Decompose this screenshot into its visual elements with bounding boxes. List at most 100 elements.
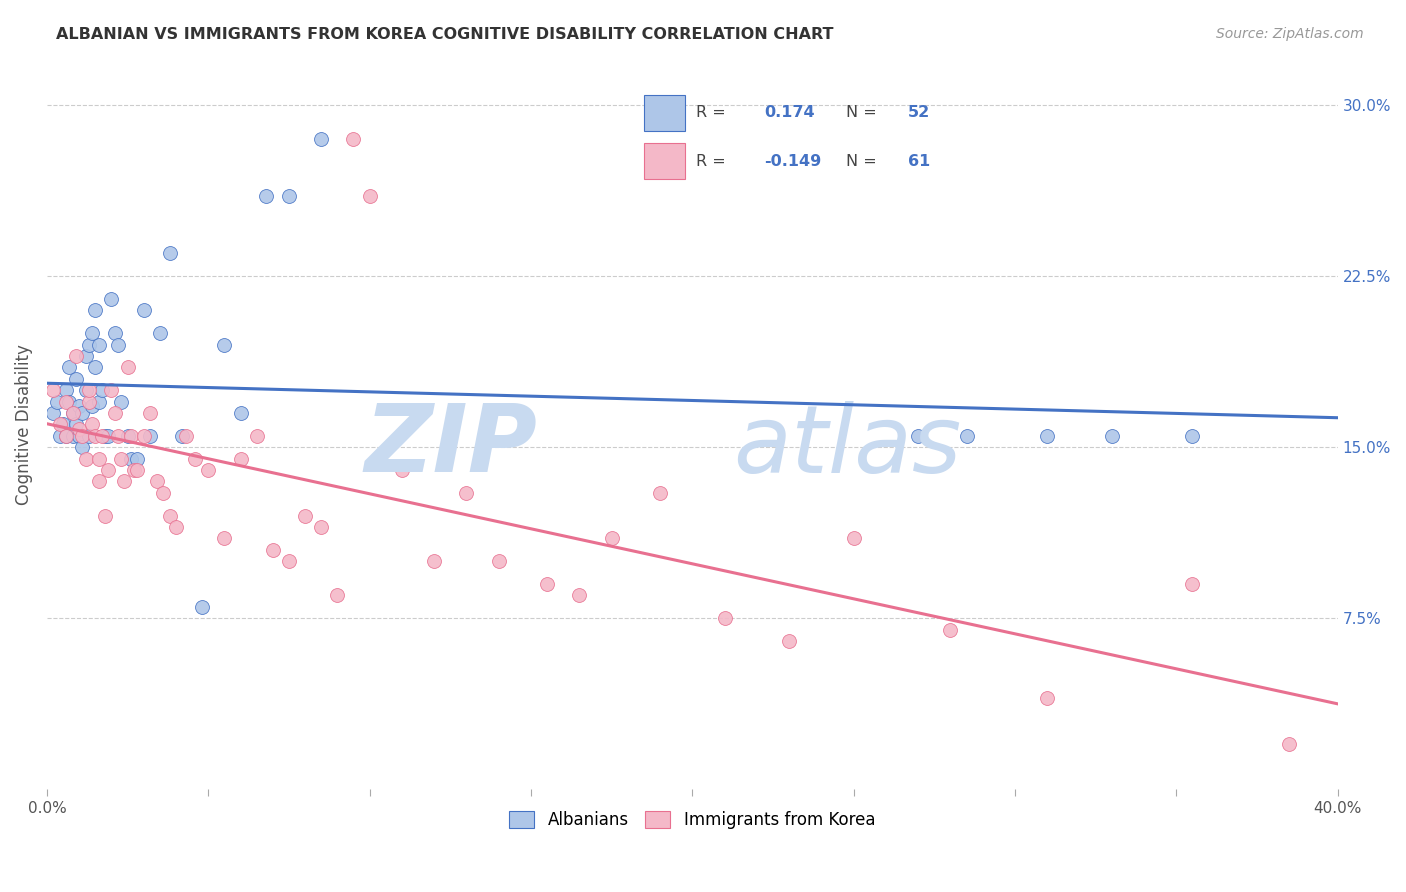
Point bbox=[65, 417, 87, 432]
Point bbox=[713, 611, 735, 625]
Point bbox=[955, 429, 977, 443]
Point bbox=[1278, 737, 1301, 751]
Point bbox=[52, 417, 75, 432]
Point bbox=[277, 189, 299, 203]
Point bbox=[87, 451, 110, 466]
Point bbox=[139, 429, 162, 443]
Point bbox=[309, 520, 332, 534]
Point bbox=[72, 406, 94, 420]
Point bbox=[80, 326, 103, 341]
Point bbox=[90, 429, 112, 443]
Point bbox=[62, 406, 84, 420]
Point bbox=[1036, 429, 1059, 443]
Point bbox=[72, 429, 94, 443]
Point bbox=[309, 132, 332, 146]
Point bbox=[49, 417, 72, 432]
Point bbox=[84, 429, 107, 443]
Text: Source: ZipAtlas.com: Source: ZipAtlas.com bbox=[1216, 27, 1364, 41]
Point bbox=[97, 429, 120, 443]
Point bbox=[67, 422, 90, 436]
Point bbox=[294, 508, 316, 523]
Point bbox=[165, 520, 187, 534]
Point bbox=[262, 542, 284, 557]
Text: ALBANIAN VS IMMIGRANTS FROM KOREA COGNITIVE DISABILITY CORRELATION CHART: ALBANIAN VS IMMIGRANTS FROM KOREA COGNIT… bbox=[56, 27, 834, 42]
Point bbox=[600, 532, 623, 546]
Point bbox=[536, 577, 558, 591]
Text: ZIP: ZIP bbox=[364, 401, 537, 492]
Point bbox=[110, 394, 132, 409]
Point bbox=[55, 429, 77, 443]
Point bbox=[100, 383, 122, 397]
Point bbox=[45, 394, 67, 409]
Point bbox=[55, 383, 77, 397]
Point bbox=[112, 475, 135, 489]
Point bbox=[107, 337, 129, 351]
Point bbox=[84, 303, 107, 318]
Point bbox=[214, 337, 236, 351]
Point bbox=[87, 475, 110, 489]
Point bbox=[77, 394, 100, 409]
Point bbox=[120, 451, 142, 466]
Point bbox=[174, 429, 197, 443]
Point bbox=[42, 406, 65, 420]
Point bbox=[62, 429, 84, 443]
Point bbox=[152, 485, 174, 500]
Point bbox=[423, 554, 446, 568]
Point bbox=[149, 326, 172, 341]
Point bbox=[100, 292, 122, 306]
Point bbox=[55, 394, 77, 409]
Point bbox=[907, 429, 929, 443]
Point bbox=[391, 463, 413, 477]
Point bbox=[127, 451, 149, 466]
Point bbox=[84, 360, 107, 375]
Point bbox=[184, 451, 207, 466]
Point bbox=[1181, 577, 1204, 591]
Point bbox=[49, 429, 72, 443]
Y-axis label: Cognitive Disability: Cognitive Disability bbox=[15, 344, 32, 505]
Point bbox=[80, 399, 103, 413]
Point bbox=[97, 463, 120, 477]
Point bbox=[139, 406, 162, 420]
Point bbox=[145, 475, 167, 489]
Point bbox=[62, 406, 84, 420]
Point bbox=[67, 399, 90, 413]
Point bbox=[778, 634, 800, 648]
Point bbox=[122, 463, 145, 477]
Point bbox=[77, 383, 100, 397]
Point bbox=[72, 440, 94, 454]
Point bbox=[75, 451, 97, 466]
Point bbox=[104, 326, 127, 341]
Point bbox=[104, 406, 127, 420]
Point bbox=[80, 417, 103, 432]
Point bbox=[214, 532, 236, 546]
Point bbox=[67, 429, 90, 443]
Point bbox=[229, 406, 252, 420]
Point bbox=[77, 429, 100, 443]
Text: atlas: atlas bbox=[733, 401, 962, 491]
Point bbox=[254, 189, 277, 203]
Point bbox=[87, 394, 110, 409]
Point bbox=[127, 463, 149, 477]
Point bbox=[488, 554, 510, 568]
Point bbox=[172, 429, 194, 443]
Point bbox=[117, 360, 139, 375]
Point bbox=[75, 349, 97, 363]
Point bbox=[132, 303, 155, 318]
Point bbox=[568, 589, 591, 603]
Point bbox=[842, 532, 865, 546]
Point bbox=[110, 451, 132, 466]
Point bbox=[132, 429, 155, 443]
Point bbox=[87, 337, 110, 351]
Point bbox=[42, 383, 65, 397]
Point bbox=[58, 394, 80, 409]
Point bbox=[342, 132, 364, 146]
Legend: Albanians, Immigrants from Korea: Albanians, Immigrants from Korea bbox=[502, 804, 882, 836]
Point bbox=[1181, 429, 1204, 443]
Point bbox=[1101, 429, 1123, 443]
Point bbox=[65, 349, 87, 363]
Point bbox=[120, 429, 142, 443]
Point bbox=[326, 589, 349, 603]
Point bbox=[77, 337, 100, 351]
Point bbox=[94, 508, 117, 523]
Point bbox=[939, 623, 962, 637]
